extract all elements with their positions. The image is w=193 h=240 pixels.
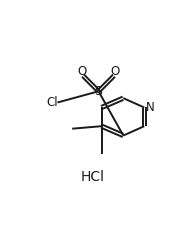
Text: O: O (77, 65, 86, 78)
Text: S: S (95, 85, 102, 98)
Text: O: O (111, 65, 120, 78)
Text: HCl: HCl (80, 170, 104, 184)
Text: N: N (146, 101, 154, 114)
Text: Cl: Cl (46, 96, 58, 109)
